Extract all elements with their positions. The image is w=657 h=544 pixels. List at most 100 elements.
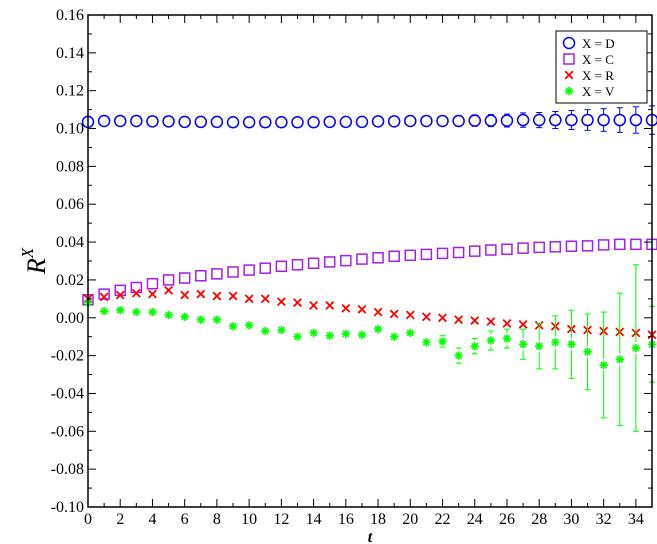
data-point [452, 114, 465, 128]
data-point [404, 249, 417, 262]
x-tick-label: 6 [181, 511, 189, 528]
error-bar [471, 338, 478, 355]
x-tick-label: 14 [306, 511, 322, 528]
data-point [325, 301, 335, 310]
data-point [309, 301, 319, 310]
x-axis: 0 2 4 6 8 10 12 14 16 18 20 22 24 26 28 30 32 34 [84, 15, 653, 528]
data-point [99, 306, 109, 316]
error-bar [487, 114, 494, 128]
data-point [629, 113, 643, 127]
data-point [146, 115, 159, 128]
data-point [387, 115, 401, 128]
y-tick-label: 0.12 [56, 83, 84, 100]
data-point [325, 331, 334, 340]
data-point [532, 113, 546, 127]
data-point [438, 337, 447, 346]
data-point [454, 351, 463, 360]
data-point [228, 322, 238, 331]
data-point [99, 292, 109, 302]
data-point [549, 113, 562, 127]
error-bar [520, 328, 527, 360]
error-bar [568, 309, 575, 379]
series-0 [81, 105, 657, 135]
legend-marker [562, 36, 576, 50]
data-point [631, 343, 641, 353]
y-tick-label: 0.10 [56, 121, 84, 138]
data-point [468, 245, 481, 257]
y-tick-label: 0.06 [56, 196, 84, 213]
data-point [226, 116, 240, 129]
data-point [307, 116, 320, 129]
x-tick-label: 8 [213, 511, 221, 528]
x-tick-label: 0 [84, 511, 92, 528]
error-bar [552, 111, 559, 130]
data-point [291, 116, 304, 129]
x-tick-label: 10 [241, 511, 257, 528]
data-point [259, 262, 272, 274]
data-point [502, 319, 512, 328]
data-point [581, 113, 594, 127]
error-bar [455, 347, 462, 364]
data-point [357, 304, 367, 314]
data-point [228, 291, 238, 301]
data-point [146, 277, 159, 290]
data-point [470, 341, 479, 351]
data-point [244, 321, 254, 330]
x-tick-label: 2 [116, 511, 124, 528]
data-point [97, 114, 111, 128]
error-bar [600, 311, 607, 419]
data-point [615, 355, 624, 364]
data-point [565, 113, 578, 127]
data-point [148, 307, 157, 317]
legend-box [555, 30, 648, 104]
data-point [130, 114, 143, 128]
data-point [291, 259, 304, 271]
error-bar [616, 292, 623, 427]
error-bar [520, 112, 527, 128]
data-point [356, 253, 368, 265]
y-tick-label: -0.08 [51, 461, 84, 478]
x-tick-label: 22 [435, 511, 451, 528]
y-tick-label: -0.02 [51, 348, 84, 365]
data-point [178, 115, 191, 129]
data-point [484, 114, 498, 127]
error-bar [455, 114, 462, 127]
data-point [307, 257, 320, 270]
data-point [406, 328, 415, 338]
y-tick-label: 0.00 [56, 310, 84, 327]
y-tick-label: 0.04 [56, 234, 84, 251]
x-tick-label: 34 [628, 511, 644, 528]
data-point [420, 248, 433, 261]
data-point [502, 334, 512, 343]
data-point [454, 315, 464, 325]
data-point [420, 114, 433, 128]
data-point [551, 338, 560, 347]
error-bar [632, 106, 639, 134]
data-point [355, 115, 369, 129]
y-tick-label: -0.10 [51, 499, 84, 516]
error-bar [632, 264, 639, 432]
error-bar [552, 315, 559, 370]
data-point [323, 115, 336, 129]
legend: X = DX = CX = RX = V [555, 30, 648, 104]
x-tick-label: 4 [148, 511, 156, 528]
data-point [372, 252, 384, 264]
data-point [275, 116, 288, 129]
data-point [195, 270, 207, 282]
data-point [227, 266, 239, 278]
data-point [113, 114, 127, 128]
data-point [341, 329, 351, 339]
error-bar [471, 114, 478, 127]
data-point [518, 319, 528, 329]
error-bar [584, 313, 591, 391]
data-marks [81, 105, 657, 432]
data-point [115, 290, 125, 300]
error-bar [584, 109, 591, 131]
data-point [164, 285, 174, 295]
data-point [597, 239, 610, 251]
data-point [371, 115, 385, 128]
data-point [180, 312, 189, 322]
legend-marker [563, 53, 575, 65]
error-bar [568, 110, 575, 130]
